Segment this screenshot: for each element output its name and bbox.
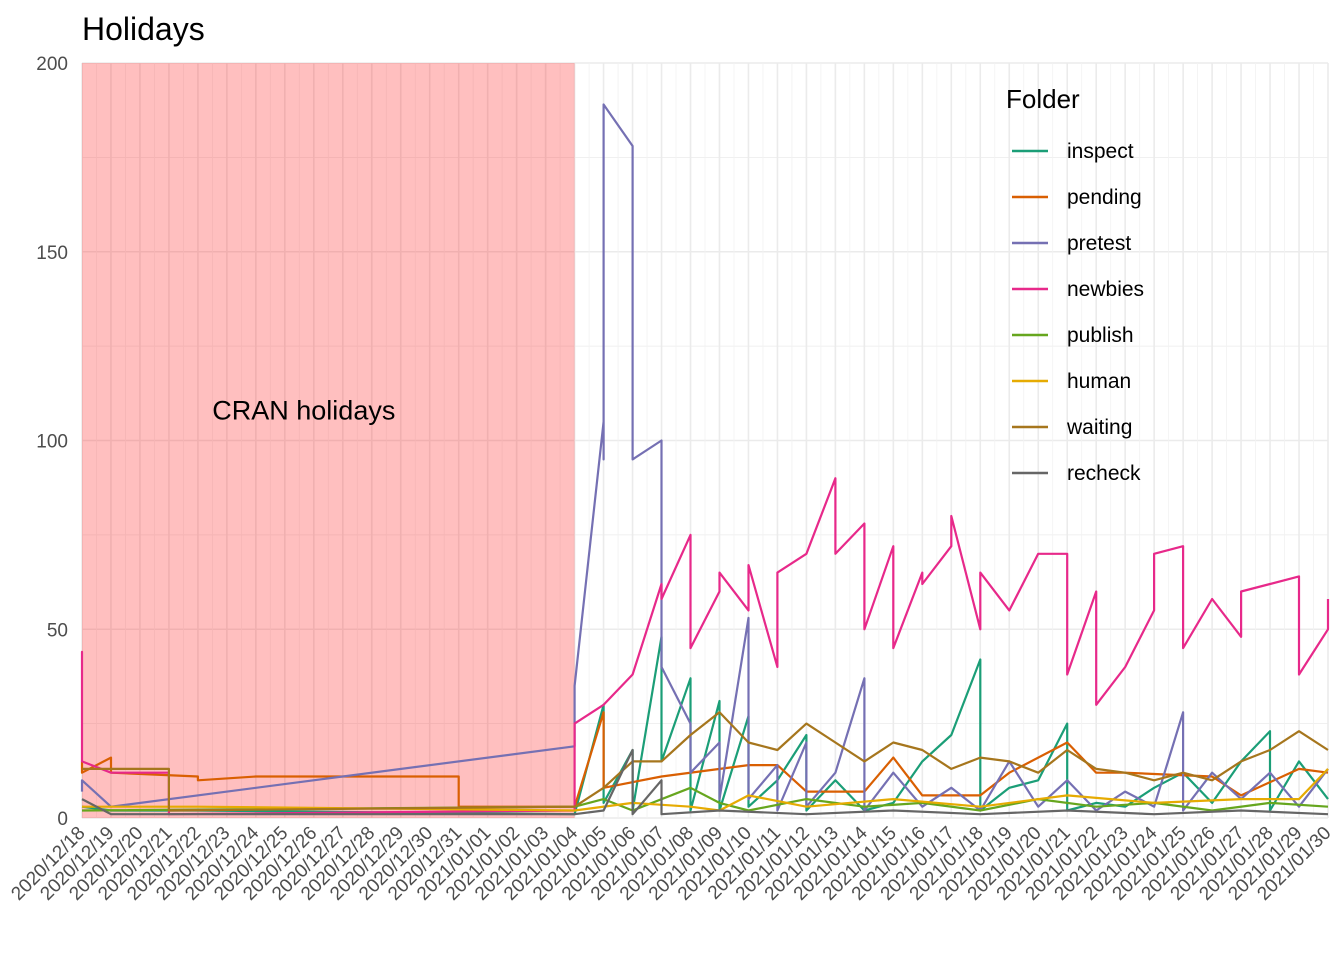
legend-label-newbies: newbies	[1067, 278, 1144, 301]
legend-label-pending: pending	[1067, 186, 1142, 209]
y-axis-ticks: 0 50 100 150 200	[36, 54, 68, 830]
legend-label-human: human	[1067, 370, 1131, 393]
legend-label-publish: publish	[1067, 324, 1134, 347]
x-axis-ticks: 2020/12/182020/12/192020/12/202020/12/21…	[7, 822, 1335, 904]
y-tick-label: 100	[36, 432, 68, 453]
holiday-shaded-region	[82, 63, 575, 818]
legend: Folder inspect pending pretest newbies publis…	[1006, 84, 1144, 485]
legend-title: Folder	[1006, 84, 1080, 114]
y-tick-label: 50	[47, 620, 68, 641]
series-lines	[80, 103, 1330, 816]
legend-label-waiting: waiting	[1066, 416, 1132, 439]
y-tick-label: 200	[36, 54, 68, 75]
y-tick-label: 150	[36, 243, 68, 264]
legend-label-pretest: pretest	[1067, 232, 1131, 255]
series-line-pending	[80, 711, 1329, 808]
series-line-newbies	[80, 477, 1330, 816]
legend-label-recheck: recheck	[1067, 462, 1141, 485]
y-tick-label: 0	[57, 809, 68, 830]
series-line-pretest	[80, 103, 1329, 812]
series-line-recheck	[81, 748, 1329, 816]
series-line-human	[82, 768, 1329, 812]
series-line-waiting	[82, 711, 1329, 812]
holidays-annotation: CRAN holidays	[212, 396, 395, 426]
series-line-publish	[81, 786, 1329, 812]
legend-label-inspect: inspect	[1067, 140, 1134, 163]
grid	[81, 62, 1329, 819]
chart-title: Holidays	[82, 11, 205, 47]
